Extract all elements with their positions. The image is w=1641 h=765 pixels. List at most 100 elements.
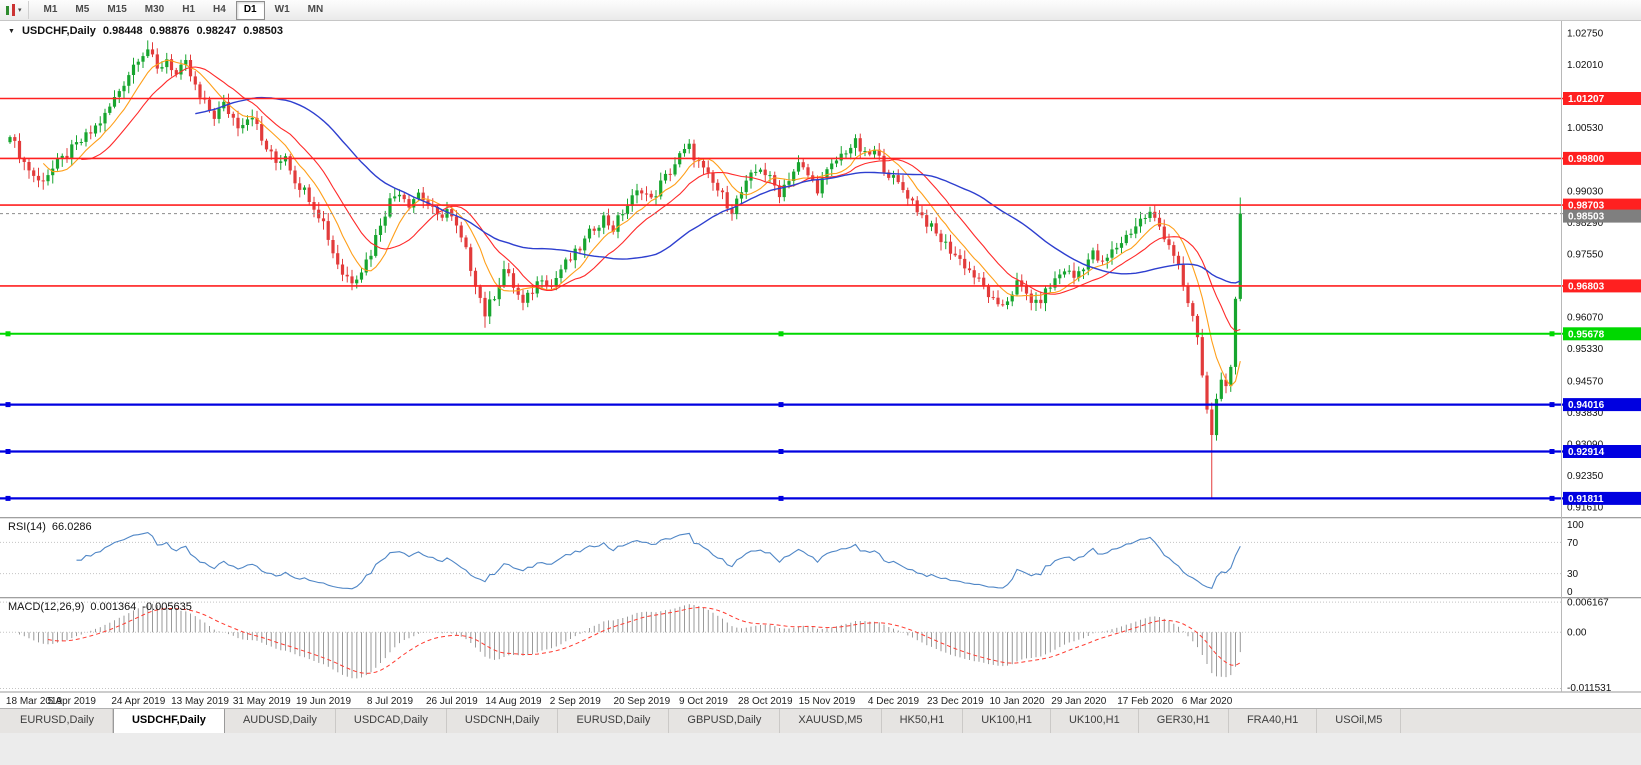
candle-body xyxy=(236,117,240,129)
chart-tab-2-audusd-daily[interactable]: AUDUSD,Daily xyxy=(225,709,336,733)
timeframe-button-m30[interactable]: M30 xyxy=(144,3,165,15)
date-axis-label: 20 Sep 2019 xyxy=(613,696,670,707)
candle-body xyxy=(1091,250,1095,260)
candle-body xyxy=(925,215,929,227)
line-handle[interactable] xyxy=(5,449,11,454)
candle-body xyxy=(502,269,506,286)
candle-body xyxy=(492,299,497,301)
price-badge xyxy=(1563,209,1641,223)
chart-tab-8-hk50-h1[interactable]: HK50,H1 xyxy=(882,709,964,733)
chart-tab-1-usdchf-daily[interactable]: USDCHF,Daily xyxy=(112,709,225,733)
chart-tab-12-fra40-h1[interactable]: FRA40,H1 xyxy=(1229,709,1318,733)
candle-body xyxy=(516,287,520,295)
line-handle[interactable] xyxy=(5,402,11,408)
candle-body xyxy=(345,274,349,277)
candle-body xyxy=(1210,409,1214,435)
line-handle[interactable] xyxy=(778,449,784,454)
chart-tab-6-gbpusd-daily[interactable]: GBPUSD,Daily xyxy=(669,709,781,733)
date-axis-label: 15 Nov 2019 xyxy=(799,696,856,707)
candle-body xyxy=(307,187,311,202)
date-axis-label: 17 Feb 2020 xyxy=(1117,696,1174,707)
chart-tab-5-eurusd-daily[interactable]: EURUSD,Daily xyxy=(558,709,670,733)
candle-body xyxy=(1062,271,1067,275)
candle-body xyxy=(701,160,706,168)
candle-body xyxy=(920,212,924,216)
timeframe-button-d1[interactable]: D1 xyxy=(235,0,265,20)
chart-tab-7-xauusd-m5[interactable]: XAUUSD,M5 xyxy=(780,709,882,733)
candle-body xyxy=(877,149,881,156)
line-handle[interactable] xyxy=(1549,495,1555,501)
timeframe-button-mn[interactable]: MN xyxy=(307,3,324,15)
candle-body xyxy=(963,258,967,269)
candle-body xyxy=(597,227,601,231)
chart-tab-3-usdcad-daily[interactable]: USDCAD,Daily xyxy=(336,709,447,733)
candle-body xyxy=(1058,274,1062,279)
candle-body xyxy=(659,180,663,197)
candle-body xyxy=(241,125,245,129)
chart-canvas[interactable]: 1.02750 1.02010 1.00530 0.99030 0.98290 0.975… xyxy=(0,20,1641,708)
line-handle[interactable] xyxy=(778,402,784,408)
candle-body xyxy=(131,64,136,75)
timeframe-button-m5[interactable]: M5 xyxy=(75,3,90,15)
date-axis-label: 26 Jul 2019 xyxy=(426,696,478,707)
line-handle[interactable] xyxy=(1549,331,1555,337)
price-badge xyxy=(1563,151,1641,165)
date-axis-label: 2 Sep 2019 xyxy=(550,696,602,707)
candle-body xyxy=(887,172,891,178)
timeframe-button-h4[interactable]: H4 xyxy=(213,3,226,15)
price-axis-label: 0.93090 xyxy=(1567,439,1604,450)
line-handle[interactable] xyxy=(5,495,11,501)
candle-body xyxy=(568,259,573,261)
candle-body xyxy=(853,138,858,148)
chart-tab-10-uk100-h1[interactable]: UK100,H1 xyxy=(1051,709,1139,733)
candle-body xyxy=(540,280,544,282)
chart-menu-icon[interactable]: ▼ xyxy=(8,27,15,35)
candle-body xyxy=(587,228,592,239)
candle-body xyxy=(122,85,126,92)
candle-body xyxy=(174,70,178,75)
candle-body xyxy=(1086,259,1090,270)
chart-tab-11-ger30-h1[interactable]: GER30,H1 xyxy=(1139,709,1229,733)
candle-body xyxy=(431,205,435,207)
candle-body xyxy=(991,297,995,299)
candle-body xyxy=(260,124,264,141)
chart-tab-9-uk100-h1[interactable]: UK100,H1 xyxy=(963,709,1051,733)
candle-body xyxy=(982,277,986,287)
chevron-down-icon: ▾ xyxy=(18,7,22,14)
moving-average-40 xyxy=(195,96,1241,284)
candle-body xyxy=(1143,218,1147,219)
line-handle[interactable] xyxy=(1549,449,1555,454)
candle-body xyxy=(1167,239,1171,246)
chart-tab-13-usoil-m5[interactable]: USOil,M5 xyxy=(1317,709,1402,733)
price-badge-label: 0.94016 xyxy=(1568,400,1605,411)
candle-body xyxy=(274,151,278,163)
timeframe-button-h1[interactable]: H1 xyxy=(182,3,196,15)
line-handle[interactable] xyxy=(778,331,784,337)
candle-body xyxy=(245,119,250,125)
candle-body xyxy=(526,292,530,303)
price-axis-label: 0.94570 xyxy=(1567,376,1604,387)
timeframe-button-w1[interactable]: W1 xyxy=(274,3,290,15)
candle-body xyxy=(1191,303,1195,316)
candle-body xyxy=(1039,299,1043,304)
candle-body xyxy=(46,175,50,182)
candle-body xyxy=(326,221,330,240)
chart-tab-0-eurusd-daily[interactable]: EURUSD,Daily xyxy=(2,709,113,733)
line-handle[interactable] xyxy=(1549,402,1555,408)
chart-tab-4-usdcnh-daily[interactable]: USDCNH,Daily xyxy=(447,709,559,733)
chart-type-button[interactable]: ▾ xyxy=(4,1,29,19)
candle-body xyxy=(1081,269,1086,272)
candle-body xyxy=(89,132,93,134)
candle-body xyxy=(891,175,896,178)
timeframe-button-m1[interactable]: M1 xyxy=(43,3,58,15)
candle-body xyxy=(1172,245,1176,256)
line-handle[interactable] xyxy=(778,495,784,501)
date-axis-label: 23 Dec 2019 xyxy=(927,696,984,707)
candle-body xyxy=(450,209,454,217)
candle-body xyxy=(217,108,221,119)
date-axis-label: 29 Jan 2020 xyxy=(1051,696,1106,707)
candle-body xyxy=(79,142,83,143)
timeframe-button-m15[interactable]: M15 xyxy=(107,3,127,15)
line-handle[interactable] xyxy=(5,331,11,337)
candle-body xyxy=(407,199,411,208)
